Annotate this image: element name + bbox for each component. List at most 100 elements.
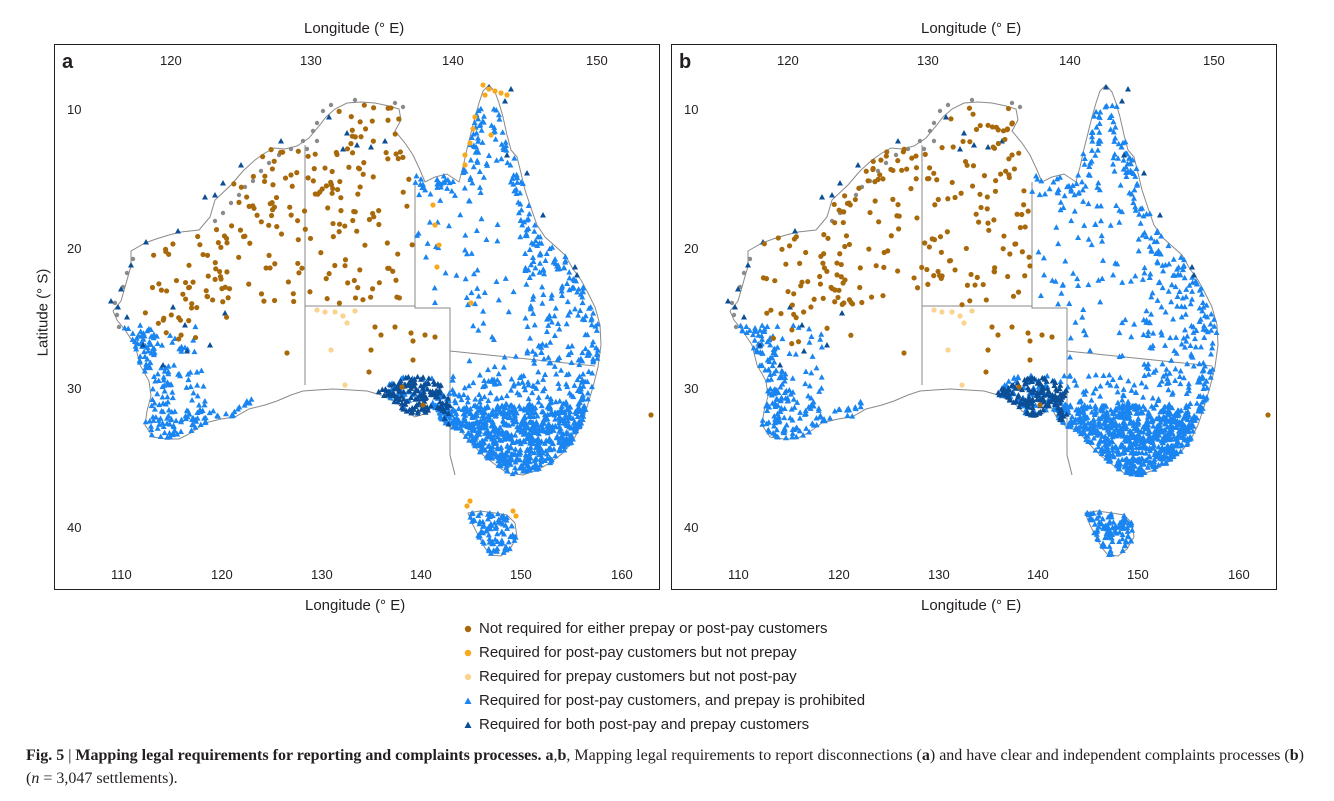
- settlement-marker-blue-triangle: [781, 414, 788, 421]
- settlement-marker-dark-triangle: [422, 409, 429, 415]
- settlement-marker-blue-triangle: [521, 438, 528, 445]
- island-mark: [927, 128, 933, 134]
- settlement-marker-brown-dot: [1004, 127, 1010, 133]
- settlement-marker-blue-triangle: [535, 446, 542, 453]
- settlement-marker-dark-triangle: [115, 304, 121, 310]
- settlement-marker-blue-triangle: [542, 257, 549, 263]
- island-mark: [328, 102, 334, 108]
- settlement-marker-blue-triangle: [1124, 160, 1131, 167]
- settlement-marker-blue-triangle: [1155, 396, 1162, 402]
- island-mark: [114, 312, 120, 318]
- settlement-marker-brown-dot: [805, 278, 811, 285]
- settlement-marker-brown-dot: [949, 179, 955, 186]
- settlement-marker-dark-triangle: [1103, 84, 1109, 90]
- settlement-marker-blue-triangle: [1174, 407, 1181, 413]
- settlement-marker-blue-triangle: [465, 430, 472, 436]
- settlement-marker-blue-triangle: [488, 378, 495, 384]
- map-canvas-b: [725, 84, 1271, 557]
- settlement-marker-blue-triangle: [488, 450, 495, 457]
- settlement-marker-blue-triangle: [1121, 519, 1128, 525]
- settlement-marker-blue-triangle: [1148, 403, 1155, 409]
- island-mark: [853, 192, 859, 198]
- settlement-marker-blue-triangle: [512, 458, 519, 465]
- settlement-marker-blue-triangle: [1191, 335, 1198, 342]
- brown-dot-icon: [462, 622, 476, 634]
- settlement-marker-blue-triangle: [1113, 530, 1120, 536]
- settlement-marker-brown-dot: [948, 116, 954, 122]
- top-longitude-tick: 120: [160, 53, 182, 68]
- settlement-marker-dark-triangle: [504, 152, 510, 158]
- settlement-marker-blue-triangle: [1113, 103, 1120, 109]
- settlement-marker-blue-triangle: [524, 446, 531, 452]
- settlement-marker-blue-triangle: [1143, 364, 1150, 370]
- settlement-marker-blue-triangle: [1113, 382, 1120, 389]
- settlement-marker-blue-triangle: [558, 287, 565, 294]
- latitude-tick: 30: [67, 381, 82, 396]
- settlement-marker-blue-triangle: [565, 312, 572, 318]
- settlement-marker-brown-dot: [336, 108, 342, 114]
- settlement-marker-blue-triangle: [1190, 363, 1197, 369]
- settlement-marker-brown-dot: [278, 231, 285, 237]
- settlement-marker-blue-triangle: [498, 529, 505, 535]
- latitude-tick: 40: [67, 520, 82, 535]
- settlement-marker-blue-triangle: [508, 375, 515, 382]
- settlement-marker-blue-triangle: [564, 430, 571, 437]
- settlement-marker-brown-dot: [964, 282, 971, 288]
- settlement-marker-blue-triangle: [584, 389, 591, 396]
- settlement-marker-dark-triangle: [1040, 406, 1047, 413]
- settlement-marker-blue-triangle: [473, 130, 480, 136]
- settlement-marker-blue-triangle: [1103, 102, 1110, 109]
- settlement-marker-blue-triangle: [1109, 531, 1116, 538]
- settlement-marker-brown-dot: [289, 183, 295, 189]
- settlement-marker-blue-triangle: [162, 400, 169, 407]
- settlement-marker-brown-dot: [911, 275, 917, 281]
- settlement-marker-dark-triangle: [837, 180, 843, 186]
- settlement-marker-blue-triangle: [463, 403, 470, 410]
- settlement-marker-blue-triangle: [565, 370, 572, 377]
- settlement-marker-brown-dot: [254, 212, 260, 218]
- settlement-marker-brown-dot: [985, 347, 991, 353]
- settlement-marker-blue-triangle: [489, 443, 496, 450]
- settlement-marker-blue-triangle: [1187, 300, 1194, 307]
- settlement-marker-dark-triangle: [375, 388, 382, 395]
- bottom-longitude-tick: 160: [611, 567, 633, 582]
- settlement-marker-brown-dot: [837, 251, 843, 257]
- settlement-marker-blue-triangle: [1036, 191, 1043, 198]
- settlement-marker-blue-triangle: [1179, 266, 1186, 273]
- settlement-marker-blue-triangle: [158, 408, 165, 414]
- settlement-marker-blue-triangle: [512, 446, 519, 452]
- settlement-marker-blue-triangle: [756, 362, 763, 368]
- settlement-marker-blue-triangle: [1038, 177, 1045, 184]
- settlement-marker-blue-triangle: [1135, 465, 1142, 471]
- settlement-marker-blue-triangle: [1161, 426, 1168, 433]
- settlement-marker-blue-triangle: [1060, 204, 1067, 210]
- settlement-marker-blue-triangle: [1096, 419, 1103, 426]
- settlement-marker-brown-dot: [779, 246, 785, 252]
- settlement-marker-blue-triangle: [567, 408, 574, 415]
- settlement-marker-blue-triangle: [562, 441, 569, 447]
- settlement-marker-blue-triangle: [1133, 444, 1140, 450]
- settlement-marker-blue-triangle: [541, 355, 548, 362]
- settlement-marker-orange-dot: [467, 140, 473, 146]
- settlement-marker-blue-triangle: [494, 221, 501, 227]
- settlement-marker-brown-dot: [368, 347, 374, 353]
- settlement-marker-blue-triangle: [544, 423, 551, 429]
- settlement-marker-blue-triangle: [1168, 281, 1175, 288]
- settlement-marker-blue-triangle: [1145, 371, 1152, 377]
- settlement-marker-blue-triangle: [498, 449, 505, 456]
- settlement-marker-brown-dot: [272, 261, 278, 267]
- settlement-marker-blue-triangle: [499, 129, 506, 135]
- settlement-marker-brown-dot: [1014, 211, 1020, 217]
- settlement-marker-brown-dot: [925, 281, 931, 287]
- settlement-marker-blue-triangle: [1200, 326, 1207, 332]
- settlement-marker-blue-triangle: [531, 321, 538, 328]
- settlement-marker-brown-dot: [422, 332, 428, 338]
- settlement-marker-blue-triangle: [191, 348, 198, 355]
- settlement-marker-blue-triangle: [1109, 409, 1116, 416]
- settlement-marker-blue-triangle: [1145, 410, 1152, 417]
- settlement-marker-blue-triangle: [1128, 538, 1135, 544]
- settlement-marker-blue-triangle: [1049, 277, 1056, 283]
- settlement-marker-brown-dot: [371, 214, 377, 220]
- settlement-marker-blue-triangle: [1116, 219, 1123, 225]
- settlement-marker-blue-triangle: [483, 236, 490, 243]
